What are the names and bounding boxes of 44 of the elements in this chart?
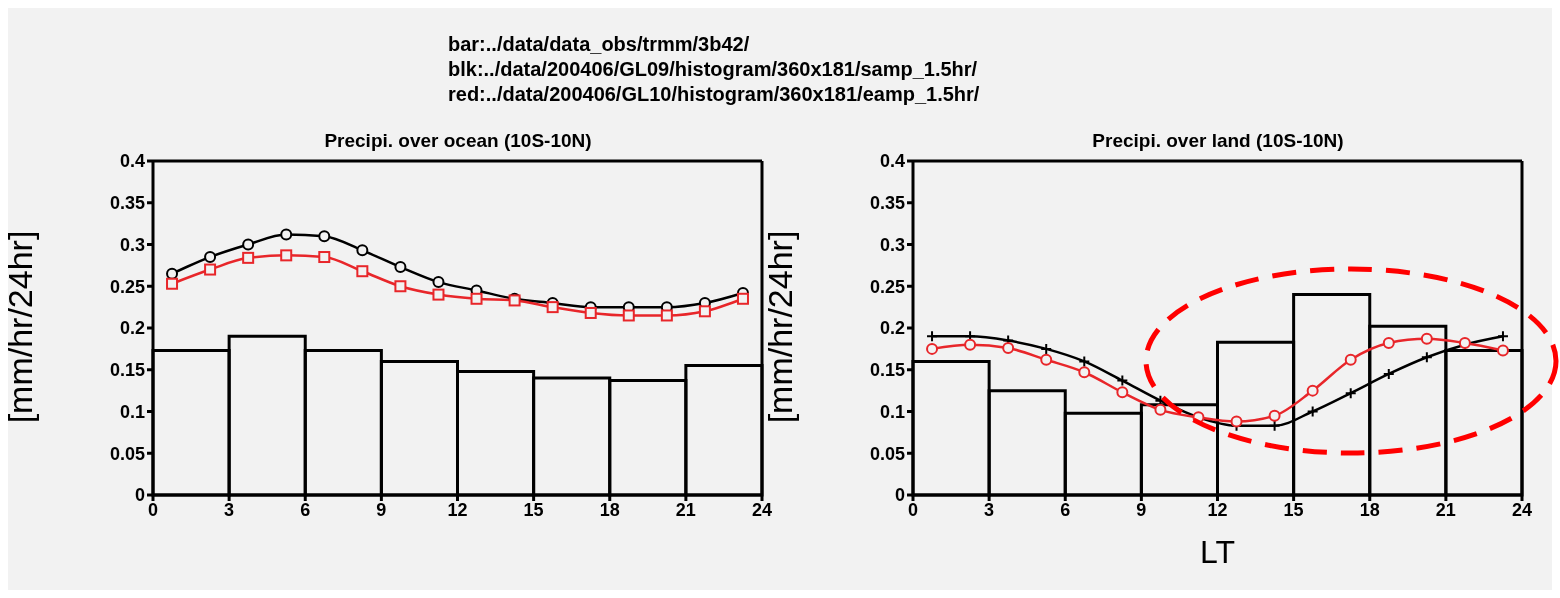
text: blk:../data/200406/GL09/histogram/360x181/samp_1.5hr/ bbox=[448, 57, 979, 82]
x-tick-label: 24 bbox=[751, 499, 773, 520]
x-tick-label: 15 bbox=[1283, 499, 1304, 520]
y-tick-label: 0.25 bbox=[109, 276, 145, 297]
x-tick-label: 9 bbox=[376, 499, 387, 520]
x-tick-label: 0 bbox=[907, 499, 919, 520]
x-tick-label: 12 bbox=[447, 499, 468, 520]
y-tick-label: 0.4 bbox=[879, 151, 905, 172]
y-tick-label: 0.4 bbox=[119, 151, 145, 172]
y-tick-label: 0.35 bbox=[869, 193, 905, 214]
y-tick-label: 0.3 bbox=[879, 234, 905, 255]
x-tick-label: 6 bbox=[300, 499, 311, 520]
x-tick-label: 21 bbox=[675, 499, 696, 520]
x-tick-label: 18 bbox=[1359, 499, 1380, 520]
x-axis-title: LT bbox=[1200, 533, 1235, 570]
x-tick-label: 15 bbox=[523, 499, 544, 520]
x-tick-label: 12 bbox=[1207, 499, 1228, 520]
x-tick-label: 6 bbox=[1060, 499, 1071, 520]
y-tick-label: 0.3 bbox=[119, 234, 145, 255]
y-tick-label: 0 bbox=[134, 485, 145, 506]
chart-title: Precipi. over ocean (10S-10N) bbox=[323, 130, 593, 152]
x-tick-label: 3 bbox=[984, 499, 995, 520]
y-axis-title: [mm/hr/24hr] bbox=[0, 230, 40, 424]
y-tick-label: 0 bbox=[894, 485, 905, 506]
x-tick-label: 18 bbox=[599, 499, 620, 520]
y-tick-label: 0.2 bbox=[879, 318, 905, 339]
y-tick-label: 0.2 bbox=[119, 318, 145, 339]
y-tick-label: 0.1 bbox=[879, 401, 905, 422]
y-tick-label: 0.05 bbox=[869, 443, 905, 464]
y-tick-label: 0.35 bbox=[109, 193, 145, 214]
x-tick-label: 0 bbox=[147, 499, 159, 520]
y-tick-label: 0.15 bbox=[109, 360, 145, 381]
x-tick-label: 21 bbox=[1435, 499, 1456, 520]
y-tick-label: 0.15 bbox=[869, 360, 905, 381]
chart-title: Precipi. over land (10S-10N) bbox=[1091, 130, 1345, 152]
y-tick-label: 0.1 bbox=[119, 401, 145, 422]
text: bar:../data/data_obs/trmm/3b42/ bbox=[448, 32, 751, 57]
y-tick-label: 0.25 bbox=[869, 276, 905, 297]
text: red:../data/200406/GL10/histogram/360x181/eamp_1.5hr/ bbox=[448, 82, 980, 107]
x-tick-label: 9 bbox=[1136, 499, 1147, 520]
x-tick-label: 24 bbox=[1511, 499, 1533, 520]
y-axis-title: [mm/hr/24hr] bbox=[760, 230, 800, 424]
x-tick-label: 3 bbox=[224, 499, 235, 520]
y-tick-label: 0.05 bbox=[109, 443, 145, 464]
